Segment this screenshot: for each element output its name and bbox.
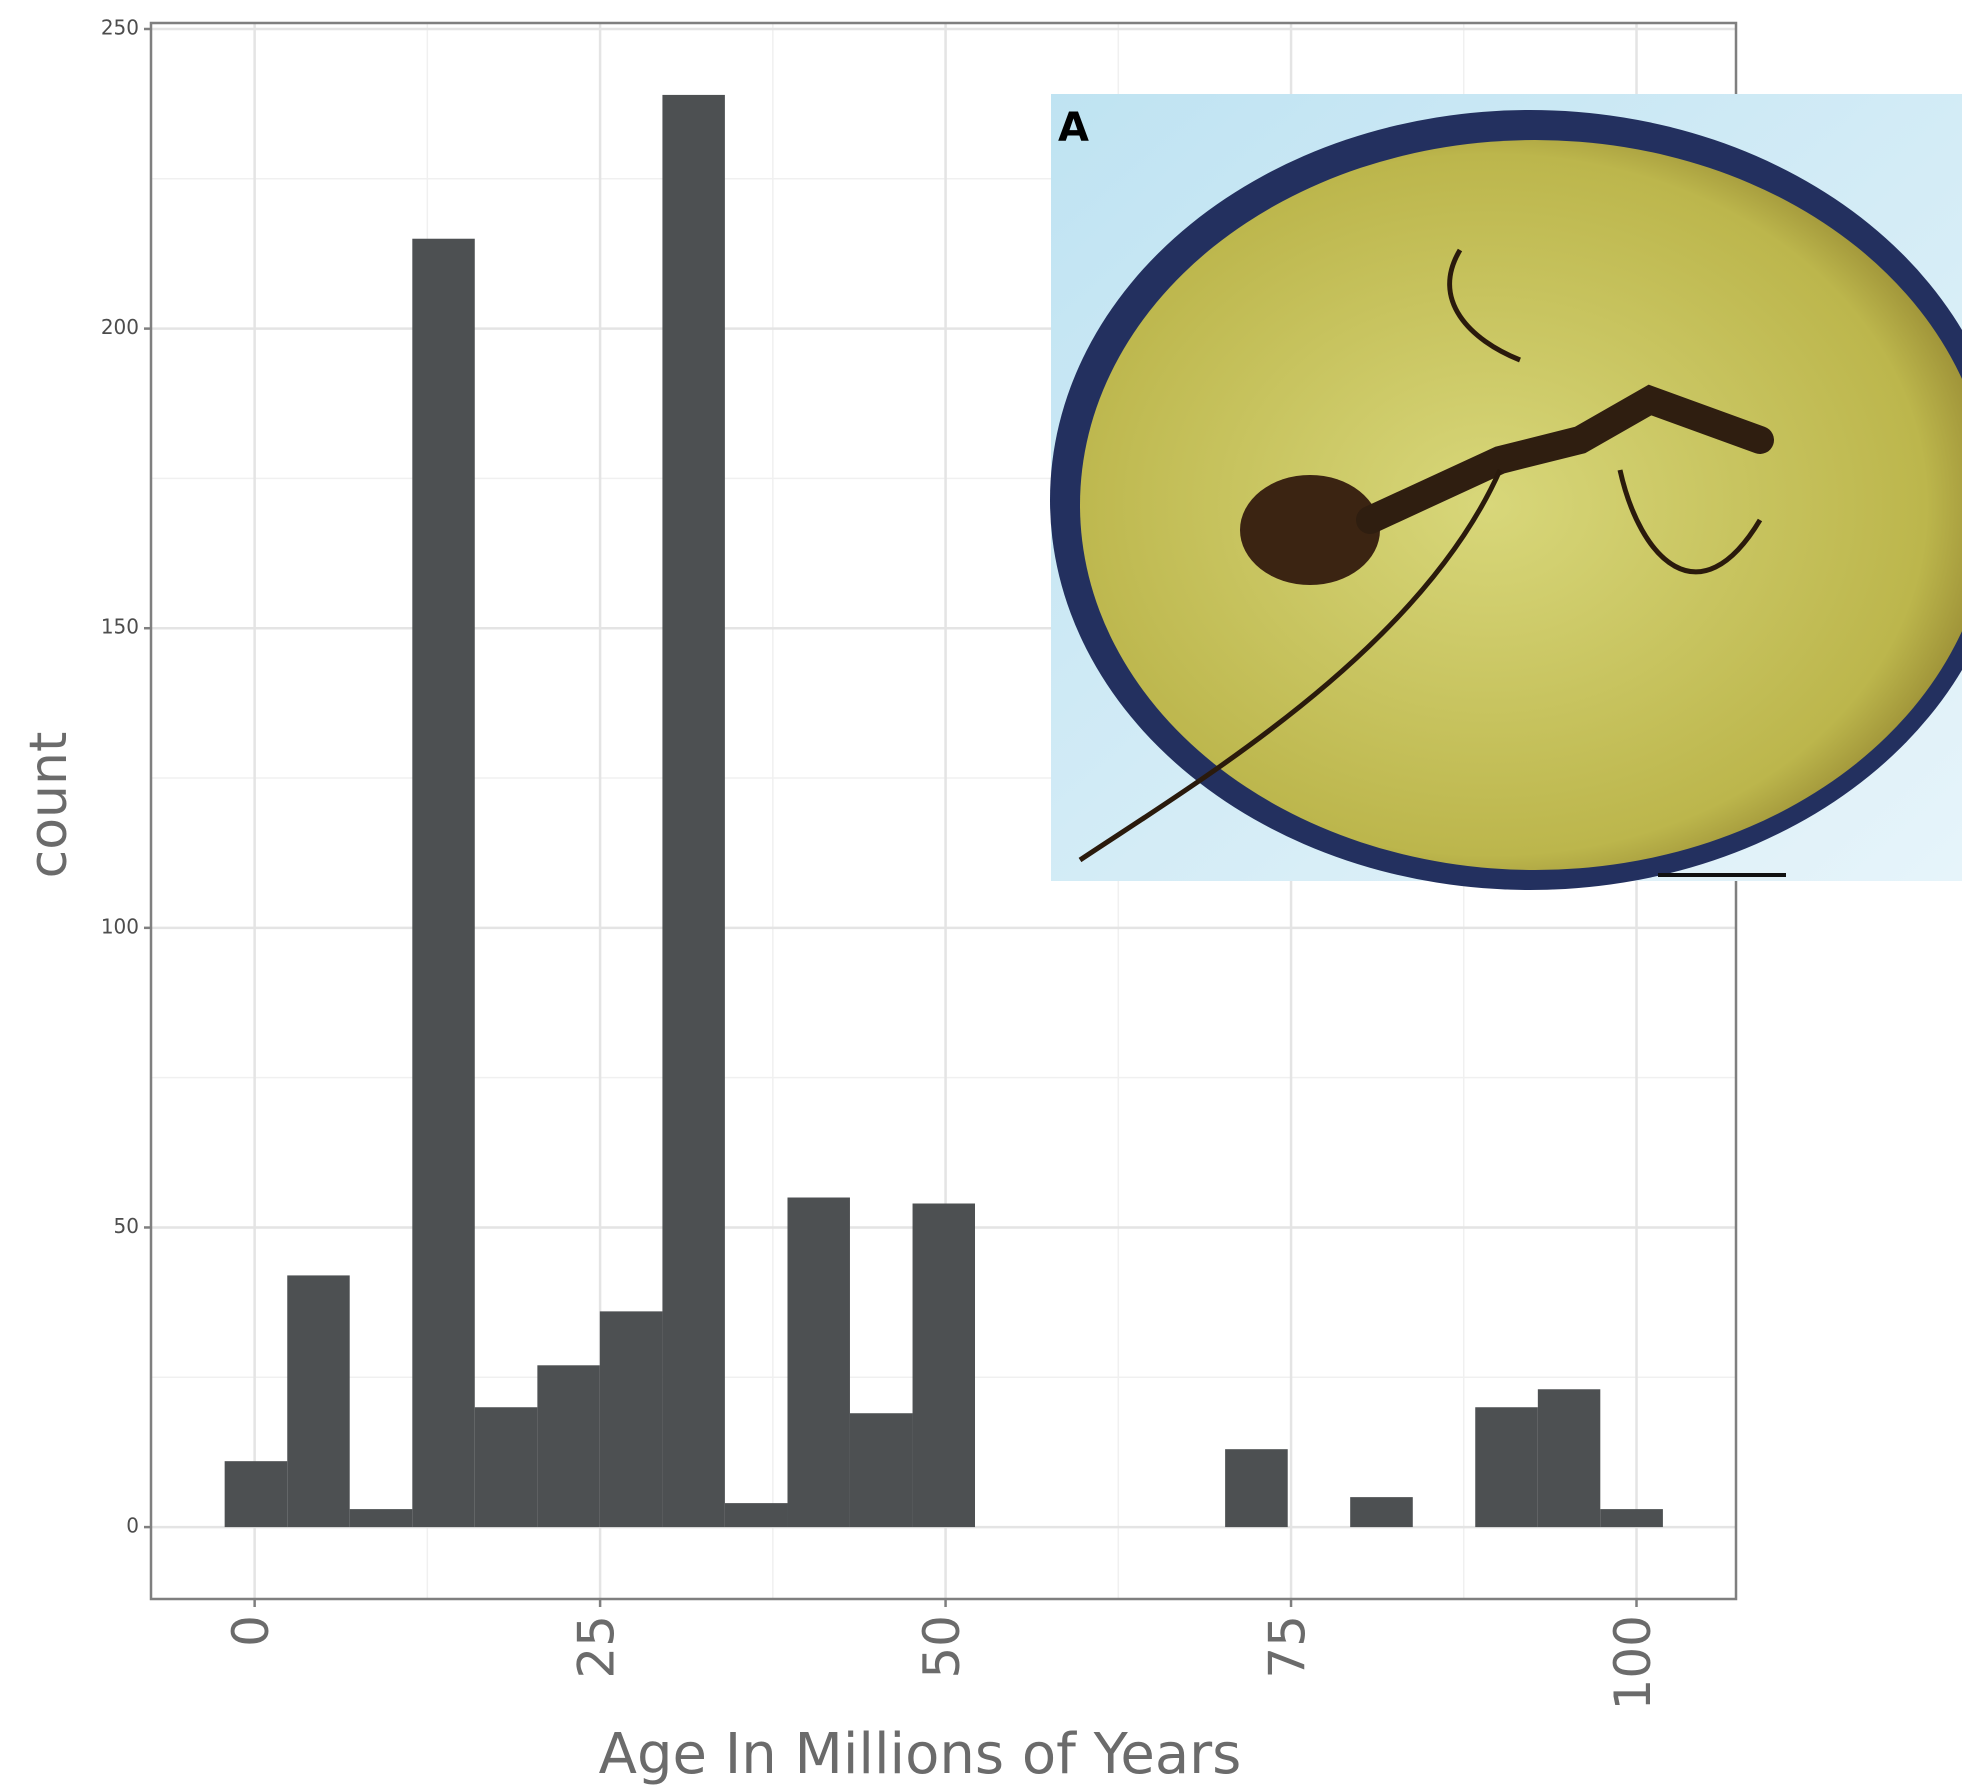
page: 0 50 100 150 200 250 0 25 50 75 100 Age In Million… <box>0 0 1962 1790</box>
bar <box>412 239 474 1527</box>
bar <box>913 1204 975 1528</box>
chart: 0 50 100 150 200 250 0 25 50 75 100 Age In Million… <box>0 0 1962 1790</box>
x-tick-label: 100 <box>1604 1615 1662 1710</box>
y-tick-label: 150 <box>101 615 139 639</box>
amber <box>1080 140 1962 870</box>
x-tick-label: 50 <box>913 1615 971 1679</box>
bar <box>287 1275 349 1527</box>
bar <box>725 1503 788 1527</box>
x-tick-label: 0 <box>222 1615 280 1647</box>
bar <box>1475 1407 1538 1527</box>
y-tick-label: 50 <box>114 1214 139 1238</box>
bar <box>787 1198 849 1528</box>
bar <box>350 1509 413 1527</box>
ant-abdomen <box>1240 475 1380 585</box>
y-tick-label: 250 <box>101 15 139 39</box>
bar <box>1350 1497 1413 1527</box>
y-tick-label: 200 <box>101 315 139 339</box>
x-axis-title: Age In Millions of Years <box>599 1722 1242 1787</box>
bar <box>1538 1389 1600 1527</box>
bar <box>1225 1449 1288 1527</box>
y-axis-title: count <box>19 732 79 879</box>
bar <box>1600 1509 1663 1527</box>
bar <box>225 1461 288 1527</box>
inset-label: A <box>1058 105 1089 151</box>
bar <box>475 1407 538 1527</box>
x-tick-label: 25 <box>568 1615 626 1679</box>
bar <box>850 1413 913 1527</box>
bar <box>662 95 724 1527</box>
x-tick-label: 75 <box>1259 1615 1317 1679</box>
inset-photo: A <box>1050 94 1962 890</box>
y-tick-label: 0 <box>126 1514 139 1538</box>
y-tick-label: 100 <box>101 914 139 938</box>
bar <box>537 1365 599 1527</box>
bar <box>600 1311 663 1527</box>
